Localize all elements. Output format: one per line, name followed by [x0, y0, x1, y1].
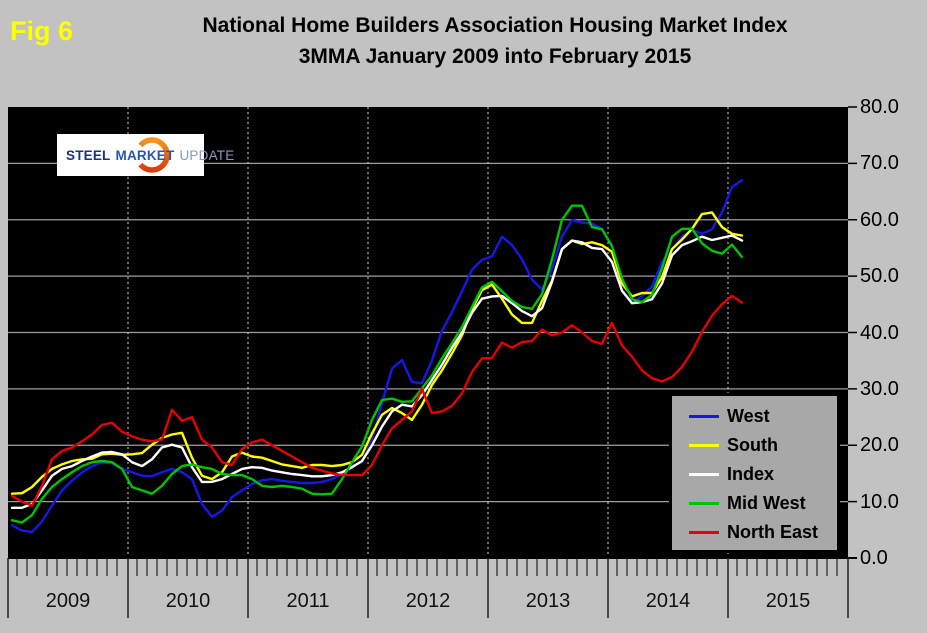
fig-label: Fig 6 — [10, 16, 74, 46]
logo-word-steel: STEEL — [66, 147, 111, 163]
legend-swatch-south — [689, 444, 719, 447]
legend-swatch-west — [689, 415, 719, 418]
x-year-label-2013: 2013 — [525, 590, 571, 612]
legend-label-mid-west: Mid West — [727, 493, 806, 513]
legend-item-mid-west: Mid West — [672, 489, 837, 518]
series-line-west — [10, 179, 744, 534]
logo-word-market: MARKET — [115, 147, 175, 163]
legend: West South Index Mid West North East — [669, 393, 840, 553]
y-tick-label-40.0: 40.0 — [860, 321, 899, 344]
y-tick-label-70.0: 70.0 — [860, 152, 899, 175]
legend-item-north-east: North East — [672, 518, 837, 547]
legend-swatch-index — [689, 473, 719, 476]
logo-steel-market-update: STEEL MARKET UPDATE — [57, 134, 234, 176]
legend-label-west: West — [727, 406, 770, 426]
x-year-label-2011: 2011 — [286, 590, 330, 612]
legend-label-south: South — [727, 435, 778, 455]
legend-swatch-north-east — [689, 531, 719, 534]
series-line-index — [10, 234, 744, 509]
x-year-label-2012: 2012 — [405, 590, 451, 612]
legend-item-index: Index — [672, 460, 837, 489]
x-year-label-2015: 2015 — [765, 590, 811, 612]
y-tick-label-80.0: 80.0 — [860, 96, 899, 118]
series-line-north-east — [10, 294, 744, 507]
y-tick-label-20.0: 20.0 — [860, 434, 899, 457]
y-tick-label-50.0: 50.0 — [860, 265, 899, 288]
chart-title-line2: 3MMA January 2009 into February 2015 — [298, 45, 692, 68]
y-tick-label-60.0: 60.0 — [860, 208, 899, 231]
logo-text: STEEL MARKET UPDATE — [66, 134, 234, 176]
y-tick-label-30.0: 30.0 — [860, 377, 899, 400]
legend-label-index: Index — [727, 464, 775, 484]
logo-swoosh-icon — [138, 137, 170, 173]
legend-swatch-mid-west — [689, 502, 719, 505]
chart-title: National Home Builders Association Housi… — [70, 10, 920, 72]
series-line-south — [10, 211, 744, 495]
chart-title-line1: National Home Builders Association Housi… — [202, 14, 788, 37]
x-year-label-2014: 2014 — [645, 590, 691, 612]
legend-item-west: West — [672, 402, 837, 431]
x-year-label-2010: 2010 — [165, 590, 211, 612]
logo-word-update: UPDATE — [179, 147, 235, 163]
x-year-label-2009: 2009 — [45, 590, 91, 612]
series-line-mid-west — [10, 204, 744, 524]
y-tick-label-0.0: 0.0 — [860, 547, 888, 569]
legend-item-south: South — [672, 431, 837, 460]
y-tick-label-10.0: 10.0 — [860, 490, 899, 513]
legend-label-north-east: North East — [727, 522, 819, 542]
